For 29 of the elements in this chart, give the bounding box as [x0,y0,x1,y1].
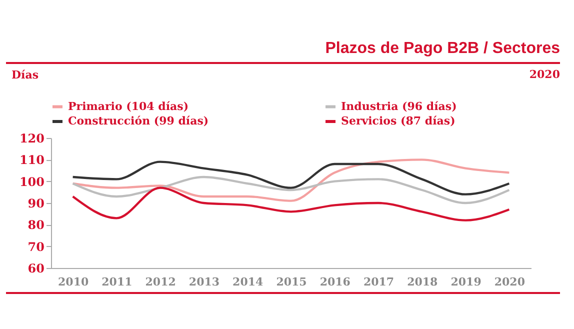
legend-label: Primario (104 días) [68,100,189,113]
x-tick-label: 2020 [494,276,526,288]
x-tick-label: 2013 [188,276,220,288]
legend-label: Industria (96 días) [341,100,457,113]
line-series [72,176,510,204]
line-series [72,160,510,196]
x-tick-label: 2010 [58,276,89,288]
y-tick-label: 90 [28,196,44,210]
x-tick-label: 2017 [363,276,394,288]
y-tick-label: 70 [28,240,44,254]
x-tick-label: 2019 [450,276,482,288]
x-tick-label: 2014 [232,276,264,288]
y-tick-label: 60 [28,262,44,276]
legend-label: Construcción (99 días) [68,114,209,128]
text: 2020 [529,68,560,81]
chart-title: Plazos de Pago B2B / Sectores [6,40,560,64]
y-tick-label: 120 [19,132,44,146]
y-axis-title: Días [12,68,39,82]
line-series [72,158,510,202]
line-series [72,186,510,222]
y-tick-label: 110 [19,153,44,168]
x-tick-label: 2011 [102,276,132,288]
x-tick-label: 2018 [407,276,438,288]
x-tick-label: 2016 [320,276,351,288]
x-tick-label: 2012 [145,276,176,288]
x-tick-label: 2015 [276,276,307,288]
y-tick-label: 100 [19,174,44,189]
y-tick-label: 80 [28,218,44,232]
legend-label: Servicios (87 días) [341,114,456,128]
